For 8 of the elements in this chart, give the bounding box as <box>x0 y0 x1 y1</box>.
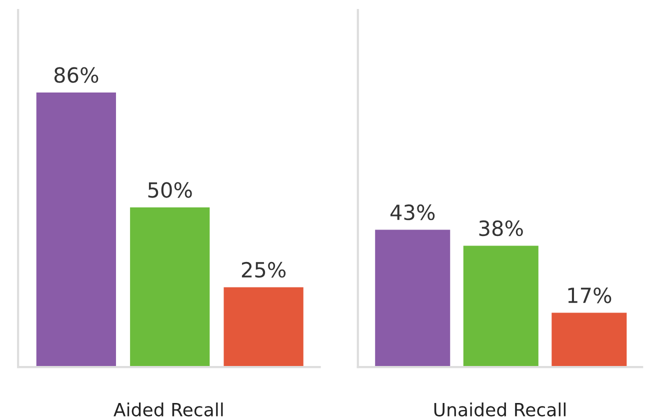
data-label: 43% <box>390 204 435 220</box>
data-label: 38% <box>479 220 523 236</box>
data-label: 17% <box>568 287 612 304</box>
x-axis-title: Unaided Recall <box>434 402 566 416</box>
data-label: 25% <box>242 262 286 278</box>
data-label: 86% <box>54 67 98 83</box>
data-label: 50% <box>148 182 192 198</box>
x-axis-title: Aided Recall <box>114 402 223 416</box>
